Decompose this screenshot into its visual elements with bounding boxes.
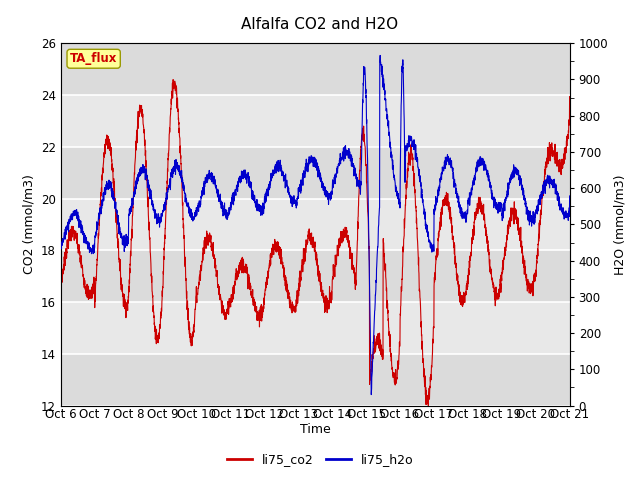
- X-axis label: Time: Time: [300, 423, 331, 436]
- Y-axis label: H2O (mmol/m3): H2O (mmol/m3): [614, 174, 627, 275]
- Bar: [61, 43, 570, 95]
- Bar: [61, 147, 570, 199]
- Bar: [61, 250, 570, 302]
- Y-axis label: CO2 (mmol/m3): CO2 (mmol/m3): [22, 174, 35, 275]
- Text: Alfalfa CO2 and H2O: Alfalfa CO2 and H2O: [241, 17, 399, 32]
- Legend: li75_co2, li75_h2o: li75_co2, li75_h2o: [221, 448, 419, 471]
- Text: TA_flux: TA_flux: [70, 52, 117, 65]
- Bar: [61, 354, 570, 406]
